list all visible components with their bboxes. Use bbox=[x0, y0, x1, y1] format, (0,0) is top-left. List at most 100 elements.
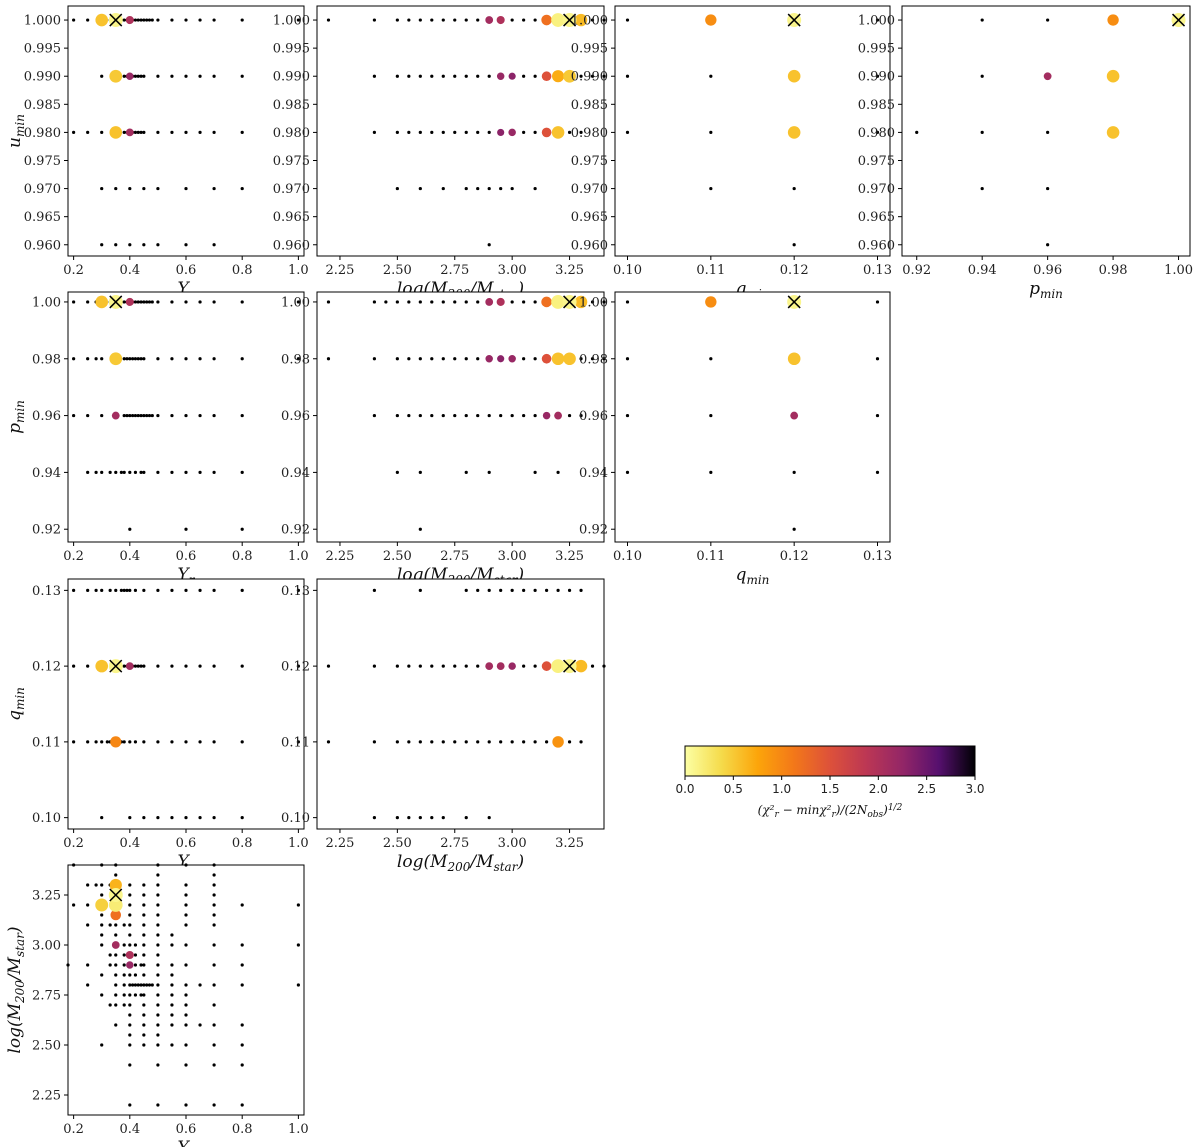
grid-point bbox=[453, 664, 457, 668]
grid-point bbox=[128, 1063, 132, 1067]
x-tick-label: 0.10 bbox=[613, 549, 642, 564]
grid-point bbox=[533, 74, 537, 78]
grid-point bbox=[875, 357, 880, 361]
grid-point bbox=[372, 74, 376, 78]
grid-point bbox=[372, 816, 376, 820]
highlight-point bbox=[552, 736, 564, 748]
grid-point bbox=[198, 357, 202, 361]
x-tick-label: 2.50 bbox=[383, 836, 412, 851]
grid-point bbox=[980, 18, 984, 22]
grid-point bbox=[875, 18, 880, 22]
grid-point bbox=[487, 74, 491, 78]
x-tick-label: 0.13 bbox=[863, 263, 892, 278]
y-tick-label: 1.000 bbox=[273, 14, 310, 29]
highlight-point bbox=[790, 411, 799, 420]
grid-point bbox=[395, 816, 399, 820]
grid-point bbox=[156, 74, 160, 78]
highlight-point bbox=[542, 411, 551, 420]
grid-point bbox=[139, 470, 143, 474]
grid-point bbox=[100, 933, 104, 937]
grid-point bbox=[156, 993, 160, 997]
grid-point bbox=[1046, 243, 1050, 247]
grid-point bbox=[136, 300, 140, 304]
grid-point bbox=[145, 18, 149, 22]
grid-point bbox=[709, 413, 713, 418]
grid-point bbox=[156, 1023, 160, 1027]
grid-point bbox=[441, 300, 445, 304]
grid-point bbox=[100, 893, 104, 897]
grid-point bbox=[184, 1063, 188, 1067]
y-tick-label: 0.980 bbox=[24, 126, 61, 141]
grid-point bbox=[170, 1023, 174, 1027]
x-tick-label: 0.4 bbox=[119, 263, 140, 278]
grid-point bbox=[430, 413, 434, 418]
panel-pmin-qmin: 0.10 0.11 0.12 0.13 0.92 0.94 0.96 0.98 1.00 qmin bbox=[579, 291, 892, 587]
grid-point bbox=[142, 588, 146, 592]
grid-point bbox=[94, 357, 98, 361]
grid-point bbox=[296, 357, 300, 361]
panels-layer: 0.2 0.4 0.6 0.8 1.00.9600.9650.9700.9750.980… bbox=[5, 5, 1193, 1147]
highlight-point bbox=[485, 662, 494, 671]
grid-point bbox=[128, 923, 132, 927]
grid-point bbox=[128, 933, 132, 937]
grid-point bbox=[133, 74, 138, 78]
y-tick-label: 0.970 bbox=[24, 182, 61, 197]
x-tick-label: 0.13 bbox=[863, 549, 892, 564]
grid-point bbox=[100, 413, 104, 418]
grid-point bbox=[212, 470, 216, 474]
highlight-point bbox=[541, 661, 552, 671]
grid-point bbox=[128, 993, 132, 997]
y-tick-label: 0.92 bbox=[281, 523, 310, 538]
grid-point bbox=[430, 74, 434, 78]
y-tick-label: 0.975 bbox=[858, 154, 895, 169]
grid-point bbox=[240, 413, 244, 418]
colorbar-label: (χ²r − minχ²r)/(2Nobs)1/2 bbox=[758, 803, 903, 820]
y-tick-label: 0.995 bbox=[24, 42, 61, 57]
x-tick-label: 0.12 bbox=[780, 549, 809, 564]
grid-point bbox=[602, 18, 606, 22]
grid-point bbox=[590, 18, 595, 22]
grid-point bbox=[510, 740, 514, 744]
x-tick-label: 1.0 bbox=[288, 263, 309, 278]
grid-point bbox=[122, 357, 126, 361]
highlight-point bbox=[1043, 72, 1052, 81]
highlight-point bbox=[541, 127, 552, 138]
grid-point bbox=[156, 243, 160, 247]
grid-point bbox=[395, 664, 399, 668]
grid-point bbox=[170, 470, 174, 474]
grid-point bbox=[915, 130, 919, 135]
highlight-point bbox=[125, 128, 134, 137]
x-tick-label: 0.12 bbox=[780, 263, 809, 278]
grid-point bbox=[156, 963, 160, 967]
highlight-points bbox=[1043, 14, 1120, 139]
highlight-point bbox=[111, 941, 120, 949]
grid-point bbox=[150, 300, 154, 304]
grid-point bbox=[100, 1043, 104, 1047]
best-fit-cross bbox=[787, 13, 801, 27]
grid-point bbox=[418, 470, 422, 474]
grid-point bbox=[170, 973, 174, 977]
grid-point bbox=[499, 740, 503, 744]
y-tick-label: 0.980 bbox=[273, 126, 310, 141]
y-tick-label: 0.96 bbox=[32, 409, 61, 424]
x-tick-label: 1.00 bbox=[1164, 263, 1193, 278]
highlight-point bbox=[1107, 14, 1119, 26]
grid-point bbox=[133, 588, 138, 592]
x-tick-label: 0.6 bbox=[176, 836, 197, 851]
highlight-point bbox=[541, 14, 552, 26]
y-axis-label: pmin bbox=[5, 400, 27, 434]
grid-point bbox=[430, 740, 434, 744]
grid-point bbox=[602, 300, 606, 304]
y-tick-label: 0.98 bbox=[579, 352, 608, 367]
best-fit-marker bbox=[787, 294, 802, 309]
grid-point bbox=[170, 963, 174, 967]
grid-point bbox=[430, 18, 434, 22]
grid-point bbox=[108, 923, 112, 927]
grid-point bbox=[100, 943, 104, 947]
x-tick-label: 0.8 bbox=[232, 1122, 253, 1137]
y-tick-label: 0.94 bbox=[579, 466, 608, 481]
grid-point bbox=[122, 923, 126, 927]
grid-point bbox=[212, 18, 216, 22]
grid-point bbox=[142, 913, 146, 917]
y-tick-label: 0.960 bbox=[24, 238, 61, 253]
